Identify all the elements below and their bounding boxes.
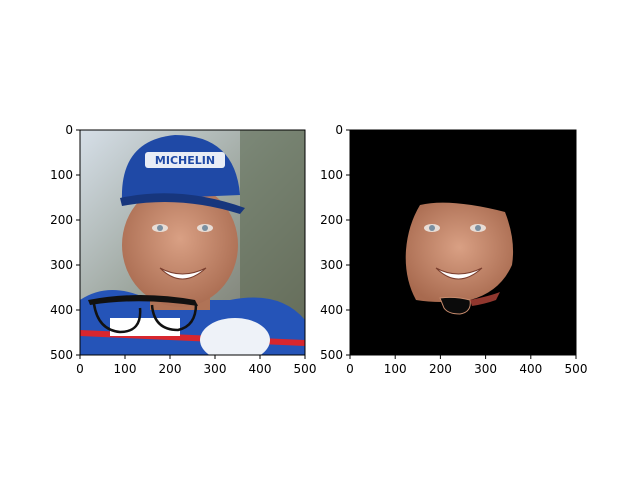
- right-x-tick-label: 200: [429, 362, 452, 376]
- right-y-tick-label: 200: [320, 213, 343, 227]
- left-x-tick-label: 300: [204, 362, 227, 376]
- right-x-tick-label: 0: [346, 362, 354, 376]
- left-x-tick-label: 400: [249, 362, 272, 376]
- right-x-tick-label: 400: [519, 362, 542, 376]
- left-x-tick-label: 500: [294, 362, 317, 376]
- right-y-tick-label: 400: [320, 303, 343, 317]
- left-y-tick-label: 400: [50, 303, 73, 317]
- right-x-tick-label: 300: [474, 362, 497, 376]
- left-y-tick-label: 0: [65, 123, 73, 137]
- right-panel: [349, 129, 577, 356]
- cap-logo-text: MICHELIN: [155, 154, 215, 167]
- left-y-tick-label: 500: [50, 348, 73, 362]
- left-x-tick-label: 0: [76, 362, 84, 376]
- right-y-tick-label: 500: [320, 348, 343, 362]
- right-x-tick-label: 100: [384, 362, 407, 376]
- right-y-tick-label: 100: [320, 168, 343, 182]
- left-axes-frame: [79, 129, 306, 356]
- mask-image: [350, 130, 576, 355]
- left-y-tick-label: 200: [50, 213, 73, 227]
- left-panel: MICHELIN: [79, 129, 306, 356]
- left-x-tick-label: 200: [159, 362, 182, 376]
- glasses-overlay: [88, 295, 198, 334]
- left-y-tick-label: 300: [50, 258, 73, 272]
- left-x-tick-label: 100: [114, 362, 137, 376]
- left-y-tick-label: 100: [50, 168, 73, 182]
- right-y-tick-label: 0: [335, 123, 343, 137]
- right-y-tick-label: 300: [320, 258, 343, 272]
- right-x-tick-label: 500: [565, 362, 588, 376]
- right-axes-frame: [349, 129, 577, 356]
- photo-image: MICHELIN: [80, 130, 305, 355]
